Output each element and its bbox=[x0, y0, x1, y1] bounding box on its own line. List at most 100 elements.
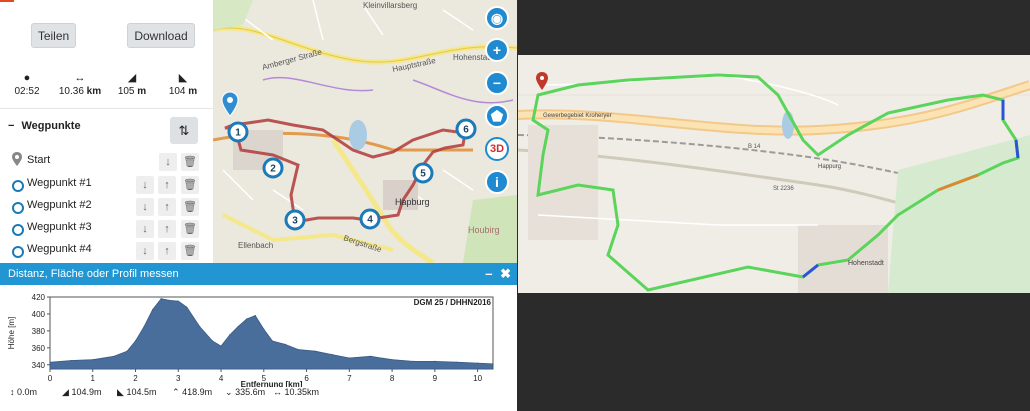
distance-icon: ↔ bbox=[74, 72, 86, 84]
delete-icon[interactable]: 🗑 bbox=[181, 242, 199, 260]
elevation-point bbox=[113, 355, 115, 357]
waypoint-marker[interactable]: 2 bbox=[262, 157, 284, 179]
ascent-value: 105 bbox=[117, 86, 135, 97]
data-source-label: DGM 25 / DHHN2016 bbox=[414, 298, 492, 307]
move-up-button[interactable]: ↑ bbox=[158, 198, 176, 216]
elevation-point bbox=[143, 326, 145, 328]
waypoint-marker[interactable]: 3 bbox=[284, 209, 306, 231]
waypoint-marker[interactable]: 5 bbox=[412, 162, 434, 184]
distance-icon: ↔ bbox=[273, 387, 282, 397]
collapse-icon: − bbox=[8, 120, 15, 132]
clock-icon: ● bbox=[23, 72, 31, 84]
waypoint-row-start[interactable]: Start ↓ 🗑 bbox=[0, 151, 213, 173]
descent-icon: ◣ bbox=[178, 72, 188, 84]
waypoint-row[interactable]: Wegpunkt #4 ↓ ↑ 🗑 bbox=[0, 240, 213, 262]
location-pin-icon[interactable] bbox=[536, 72, 548, 90]
3d-icon: 3D bbox=[489, 143, 505, 155]
ascent-icon: ◢ bbox=[127, 72, 137, 84]
elevation-point bbox=[370, 355, 372, 357]
elevation-point bbox=[152, 309, 154, 311]
info-button[interactable]: i bbox=[485, 170, 509, 194]
zoom-in-button[interactable]: + bbox=[485, 38, 509, 62]
locate-button[interactable]: ◉ bbox=[485, 6, 509, 30]
waypoint-marker-label: 1 bbox=[235, 128, 241, 139]
waypoint-row[interactable]: Wegpunkt #3 ↓ ↑ 🗑 bbox=[0, 218, 213, 240]
waypoint-marker[interactable]: 6 bbox=[455, 118, 477, 140]
elevation-point bbox=[134, 340, 137, 342]
waypoint-marker[interactable]: 1 bbox=[227, 121, 249, 143]
move-up-button[interactable]: ↑ bbox=[158, 220, 176, 238]
delete-icon[interactable]: 🗑 bbox=[181, 153, 199, 171]
x-axis-label: Entfernung [km] bbox=[241, 380, 303, 387]
map-label-village: Ellenbach bbox=[238, 241, 273, 250]
profile-header: Distanz, Fläche oder Profil messen – ✖ bbox=[0, 263, 517, 285]
waypoint-label: Wegpunkt #3 bbox=[27, 221, 92, 233]
elevation-point bbox=[169, 299, 171, 301]
waypoint-label: Wegpunkt #2 bbox=[27, 199, 92, 211]
bavaria-map-icon: ⬟ bbox=[490, 107, 504, 124]
waypoint-label: Start bbox=[27, 154, 51, 166]
duration-stat: ● 02:52 bbox=[2, 72, 52, 97]
min-icon: ⌄ bbox=[225, 387, 233, 397]
move-down-button[interactable]: ↓ bbox=[159, 153, 177, 171]
delete-icon[interactable]: 🗑 bbox=[181, 198, 199, 216]
start-pin-icon[interactable] bbox=[221, 91, 239, 117]
ascent-unit: m bbox=[137, 86, 147, 97]
x-tick-label: 1 bbox=[91, 374, 96, 383]
descent-icon: ◣ bbox=[117, 387, 124, 397]
map-canvas[interactable]: Kleinvillarsberg Amberger Straße Hauptst… bbox=[213, 0, 517, 263]
move-down-button[interactable]: ↓ bbox=[136, 220, 154, 238]
waypoints-title: Wegpunkte bbox=[21, 120, 81, 132]
overview-map[interactable]: Gewerbegebiet Kroheryer B 14 St 2236 Hap… bbox=[518, 55, 1030, 293]
y-tick-label: 400 bbox=[32, 310, 46, 319]
elevation-point bbox=[246, 318, 248, 320]
waypoint-row[interactable]: Wegpunkt #1 ↓ ↑ 🗑 bbox=[0, 174, 213, 196]
move-down-button[interactable]: ↓ bbox=[136, 242, 154, 260]
waypoint-marker-label: 3 bbox=[292, 216, 298, 227]
3d-button[interactable]: 3D bbox=[485, 137, 509, 161]
map-pin-icon bbox=[12, 152, 22, 166]
move-down-button[interactable]: ↓ bbox=[136, 176, 154, 194]
delete-icon[interactable]: 🗑 bbox=[181, 176, 199, 194]
elevation-point bbox=[126, 350, 128, 352]
share-button[interactable]: Teilen bbox=[31, 23, 76, 48]
ascent-total-stat: ◢ 104.9m bbox=[62, 387, 101, 398]
start-distance-stat: ↕ 0.0m bbox=[10, 387, 37, 397]
overview-map-canvas[interactable]: Gewerbegebiet Kroheryer B 14 St 2236 Hap… bbox=[518, 55, 1030, 293]
elevation-point bbox=[160, 298, 162, 300]
move-up-button[interactable]: ↑ bbox=[158, 242, 176, 260]
ascent-stat: ◢ 105 m bbox=[107, 72, 157, 97]
elevation-point bbox=[220, 345, 222, 347]
map-label-town1: Hohenstadt bbox=[453, 53, 495, 62]
max-elevation-value: 418.9m bbox=[182, 387, 213, 397]
x-tick-label: 9 bbox=[433, 374, 438, 383]
elevation-point bbox=[49, 361, 51, 363]
descent-total-stat: ◣ 104.5m bbox=[117, 387, 156, 398]
bavaria-button[interactable]: ⬟ bbox=[485, 104, 509, 128]
route-map[interactable]: Kleinvillarsberg Amberger Straße Hauptst… bbox=[213, 0, 517, 263]
waypoint-row[interactable]: Wegpunkt #2 ↓ ↑ 🗑 bbox=[0, 196, 213, 218]
minimize-icon[interactable]: – bbox=[485, 266, 493, 281]
move-up-button[interactable]: ↑ bbox=[158, 176, 176, 194]
x-tick-label: 7 bbox=[347, 374, 352, 383]
elevation-point bbox=[254, 315, 256, 317]
waypoint-marker[interactable]: 4 bbox=[359, 208, 381, 230]
close-icon[interactable]: ✖ bbox=[500, 266, 511, 281]
elevation-point bbox=[284, 343, 286, 345]
zoom-out-button[interactable]: − bbox=[485, 71, 509, 95]
delete-icon[interactable]: 🗑 bbox=[181, 220, 199, 238]
waypoint-ring-icon bbox=[12, 202, 24, 214]
overview-label-road1: B 14 bbox=[748, 144, 761, 150]
route-sidebar: Teilen Download ● 02:52 ↔ 10.36 km ◢ 105… bbox=[0, 0, 213, 263]
elevation-point bbox=[92, 359, 94, 361]
accent-bar bbox=[0, 0, 14, 2]
overview-label-village1: Happurg bbox=[818, 164, 841, 170]
move-down-button[interactable]: ↓ bbox=[136, 198, 154, 216]
elevation-point bbox=[477, 362, 479, 364]
waypoint-marker-label: 2 bbox=[270, 164, 276, 175]
reverse-route-button[interactable]: ⇅ bbox=[170, 117, 198, 144]
elevation-point bbox=[229, 334, 231, 336]
download-button[interactable]: Download bbox=[127, 23, 195, 48]
waypoints-section-header[interactable]: − Wegpunkte bbox=[8, 120, 81, 132]
elevation-point bbox=[314, 350, 316, 352]
